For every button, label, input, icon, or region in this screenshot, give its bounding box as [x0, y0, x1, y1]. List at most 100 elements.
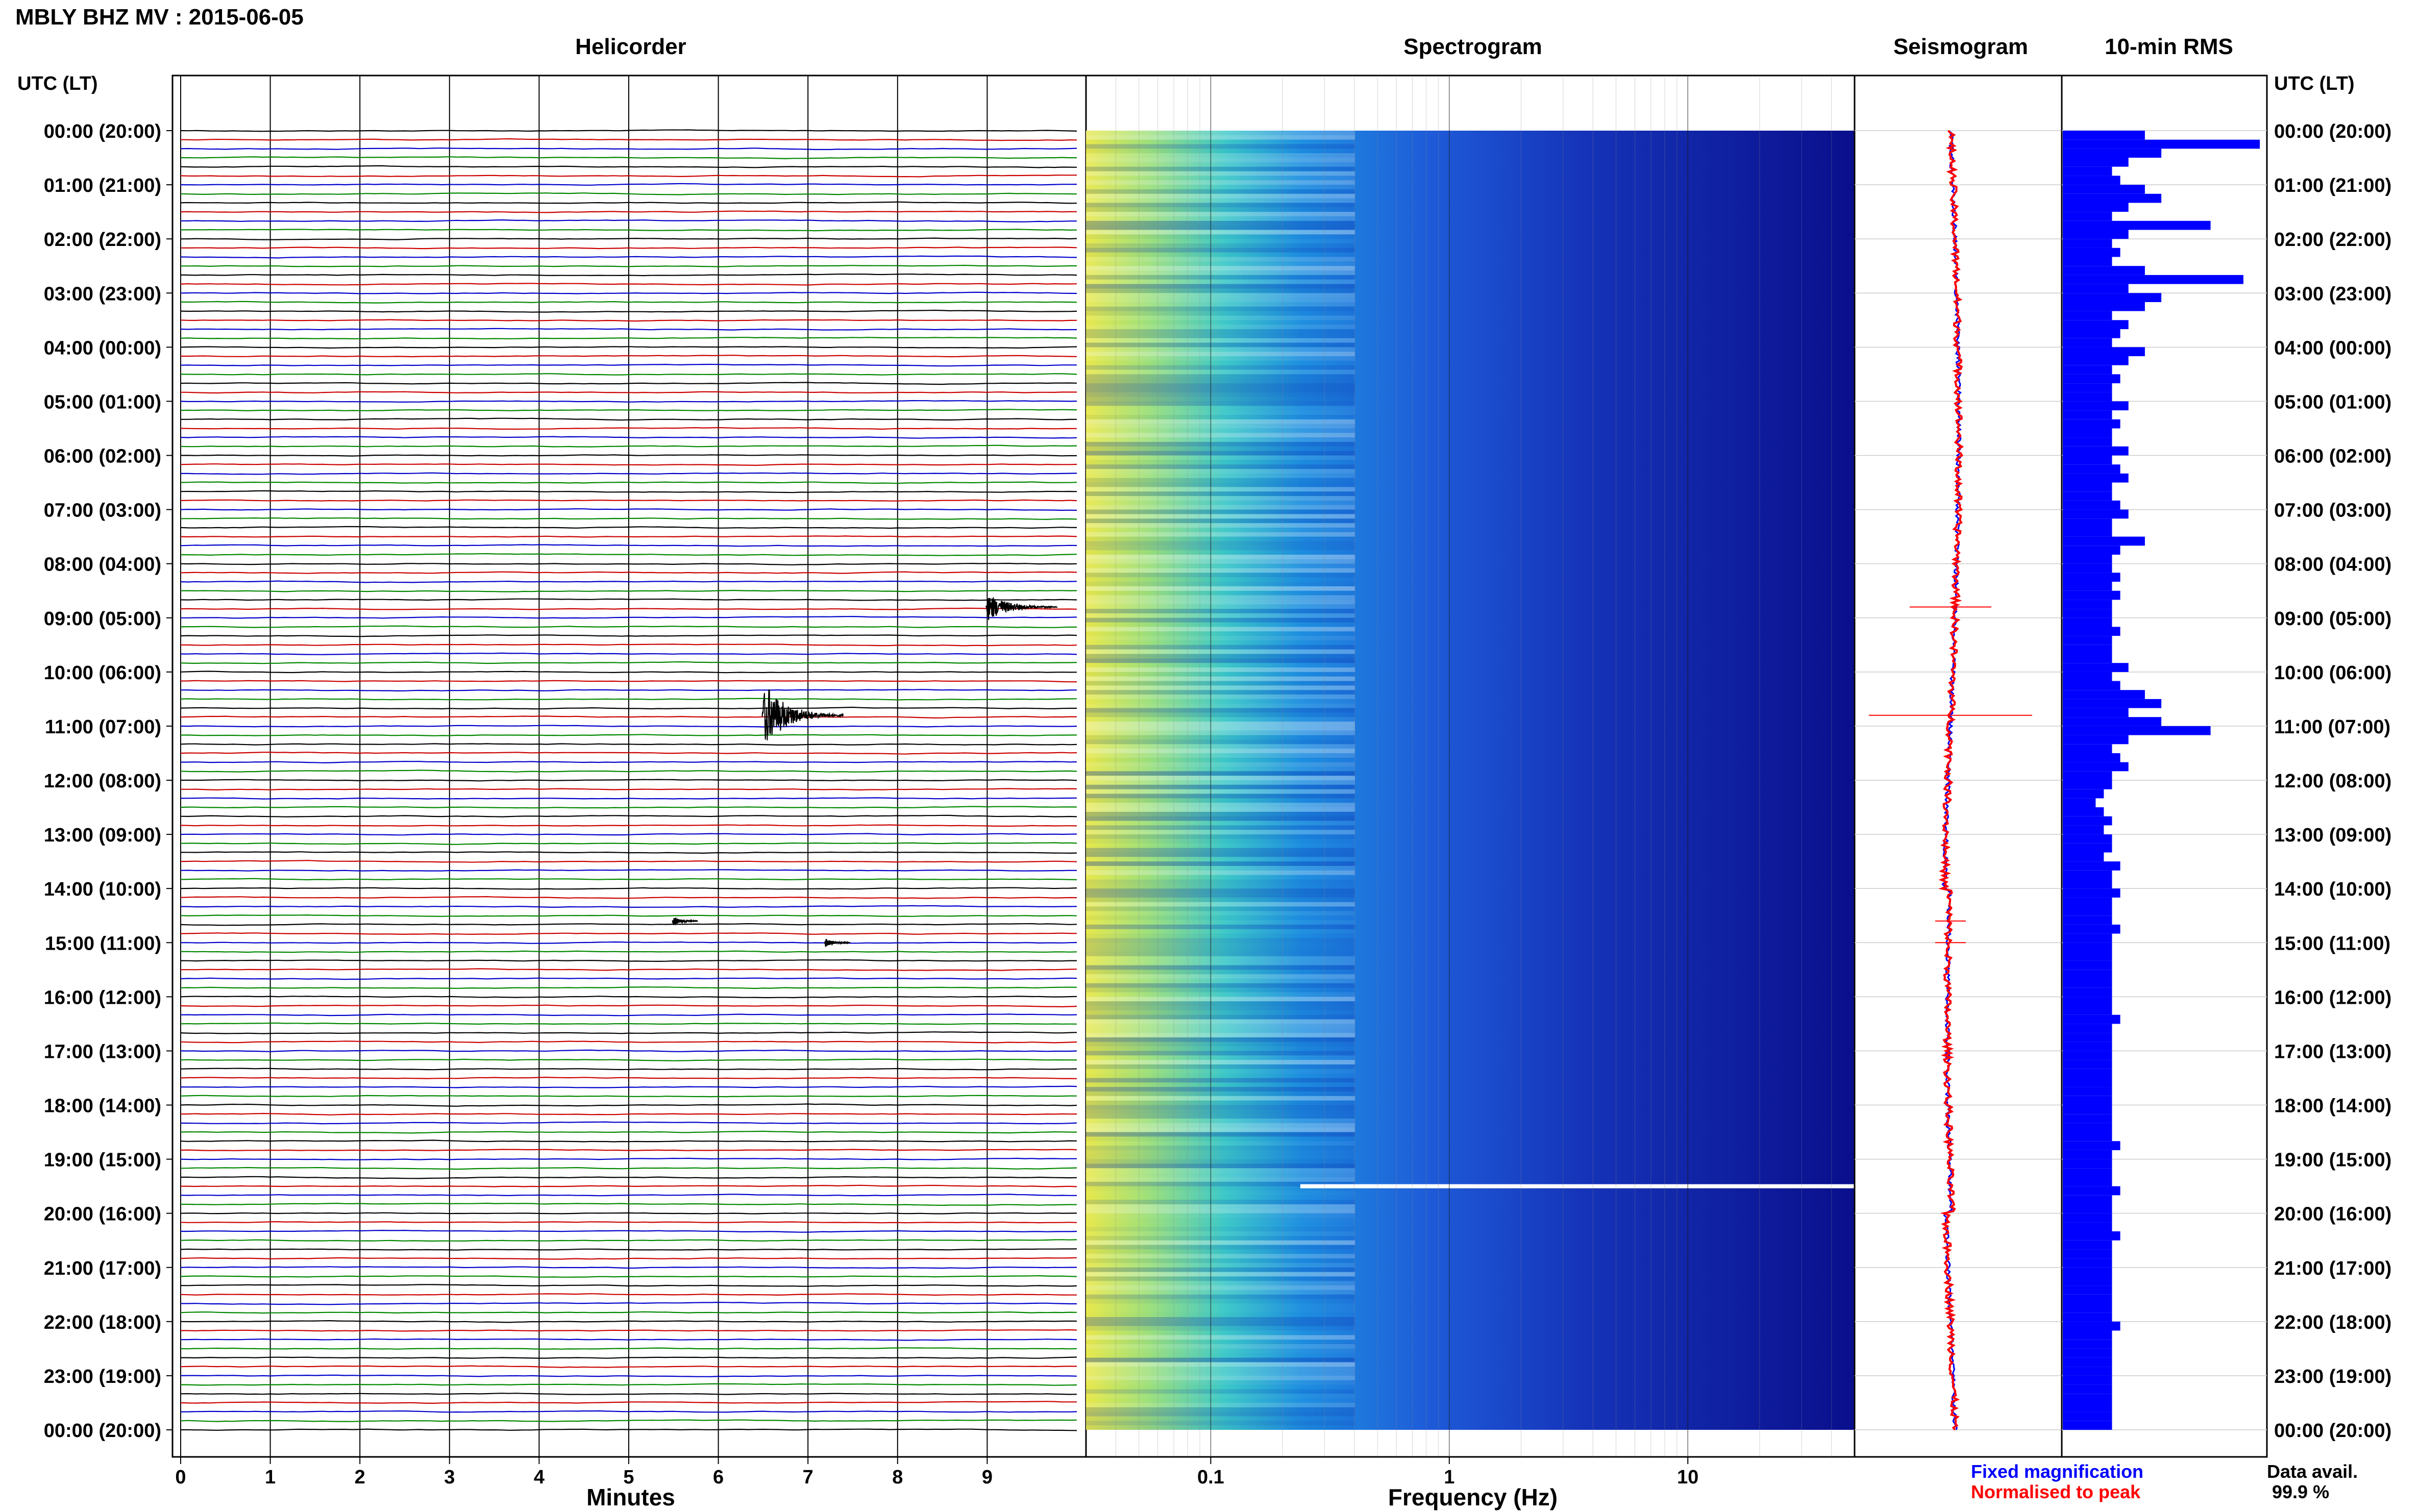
spectrogram-row — [1086, 798, 1355, 803]
spectrogram-row — [1086, 943, 1355, 948]
helicorder-trace — [180, 1040, 1077, 1044]
spectrogram-row — [1086, 383, 1355, 388]
spectrogram-row — [1086, 726, 1355, 731]
spectrogram-row — [1086, 1258, 1355, 1263]
spectrogram-row — [1086, 1082, 1355, 1087]
rms-bar — [2063, 1033, 2112, 1042]
spectrogram-row — [1086, 884, 1355, 889]
rms-bar — [2063, 1348, 2112, 1358]
helicorder-trace — [180, 526, 1077, 529]
spectrogram-row — [1086, 1407, 1355, 1412]
spectrogram-row — [1086, 1046, 1355, 1051]
spectrogram-row — [1086, 609, 1355, 613]
rms-bar — [2063, 473, 2129, 483]
rms-bar — [2063, 491, 2112, 501]
spectrogram-row — [1086, 1403, 1355, 1407]
time-label-right: 19:00 (15:00) — [2274, 1150, 2391, 1171]
rms-bar — [2063, 672, 2112, 681]
rms-bar — [2063, 617, 2112, 627]
spectrogram-row — [1086, 1222, 1355, 1227]
spectrogram-row — [1086, 1294, 1355, 1299]
spectrogram-row — [1086, 505, 1355, 510]
spectrogram-row — [1086, 212, 1355, 216]
rms-bar — [2063, 1403, 2112, 1412]
spectrogram-row — [1086, 582, 1355, 586]
spectrogram-row — [1086, 947, 1355, 952]
seismogram-normalised-trace — [1938, 130, 1964, 1431]
rms-bar — [2063, 356, 2129, 365]
rms-bar — [2063, 1303, 2112, 1313]
helicorder-trace — [180, 535, 1077, 538]
spectrogram-row — [1086, 333, 1355, 338]
spectrogram-row — [1086, 987, 1355, 993]
spectrogram-row — [1086, 1335, 1355, 1340]
helicorder-trace — [180, 363, 1077, 367]
spectrogram-row — [1086, 555, 1355, 559]
spectrogram-row — [1086, 419, 1355, 424]
rms-bar — [2063, 148, 2162, 158]
spectrogram-row — [1086, 1416, 1355, 1421]
rms-bar — [2063, 789, 2104, 799]
helicorder-trace — [180, 427, 1077, 430]
spectrogram-row — [1086, 207, 1355, 212]
spectrogram-row — [1086, 1208, 1355, 1213]
spectrogram-row — [1086, 617, 1355, 623]
spectrogram-row — [1086, 293, 1355, 298]
spectrogram-row — [1086, 568, 1355, 573]
helicorder-trace — [180, 905, 1077, 908]
rms-bar — [2063, 1159, 2112, 1169]
spectrogram-row — [1086, 591, 1355, 596]
spectrogram-row — [1086, 1421, 1355, 1426]
helicorder-event — [761, 689, 844, 740]
rms-bar — [2063, 1421, 2112, 1430]
time-label-right: 11:00 (07:00) — [2274, 716, 2390, 738]
spectrogram-row — [1086, 500, 1355, 505]
rms-bar — [2063, 1340, 2112, 1349]
helicorder-event — [985, 597, 1058, 620]
spectrogram-row — [1086, 478, 1355, 483]
spectrogram-gap — [1300, 1184, 1855, 1188]
seismogram-title: Seismogram — [1893, 34, 2028, 59]
time-label-left: 21:00 (17:00) — [44, 1258, 161, 1279]
rms-bar — [2063, 329, 2120, 338]
spectrogram-row — [1086, 1168, 1355, 1173]
time-label-right: 20:00 (16:00) — [2274, 1204, 2391, 1225]
rms-bar — [2063, 906, 2112, 916]
helicorder-trace — [180, 1058, 1077, 1061]
spectrogram-row — [1086, 830, 1355, 835]
helicorder-trace — [180, 499, 1077, 502]
spectrogram-row — [1086, 347, 1355, 352]
rms-bar — [2063, 1285, 2112, 1295]
helicorder-trace — [180, 1393, 1077, 1395]
rms-bar — [2063, 1132, 2112, 1142]
helicorder-trace — [180, 373, 1077, 376]
helicorder-trace — [180, 986, 1077, 989]
spectrogram-row — [1086, 811, 1355, 816]
spectrogram-row — [1086, 1119, 1355, 1123]
spectrogram-row — [1086, 243, 1355, 248]
rms-bar — [2063, 717, 2162, 726]
spectrogram-row — [1086, 1240, 1355, 1245]
time-label-right: 08:00 (04:00) — [2274, 554, 2391, 576]
spectrogram-row — [1086, 744, 1355, 749]
spectrogram-row — [1086, 658, 1355, 663]
time-label-left: 22:00 (18:00) — [44, 1312, 161, 1333]
spectrogram-row — [1086, 1042, 1355, 1047]
rms-bar — [2063, 627, 2120, 636]
spectrogram-row — [1086, 1109, 1355, 1114]
spectrogram-row — [1086, 247, 1355, 253]
time-label-right: 03:00 (23:00) — [2274, 283, 2391, 305]
spectrogram-row — [1086, 1150, 1355, 1155]
helicorder-trace — [181, 1329, 1077, 1332]
helicorder-trace — [180, 490, 1077, 493]
spectrogram-row — [1086, 306, 1355, 311]
spectrogram-row — [1086, 406, 1355, 411]
spectrogram-row — [1086, 803, 1355, 808]
time-label-right: 06:00 (02:00) — [2274, 446, 2391, 467]
spectrogram-row — [1086, 563, 1355, 568]
rms-bar — [2063, 852, 2104, 862]
time-label-right: 22:00 (18:00) — [2274, 1312, 2391, 1333]
spectrogram-row — [1086, 766, 1355, 772]
spectrogram-row — [1086, 1389, 1355, 1394]
rms-bar — [2063, 1087, 2112, 1096]
